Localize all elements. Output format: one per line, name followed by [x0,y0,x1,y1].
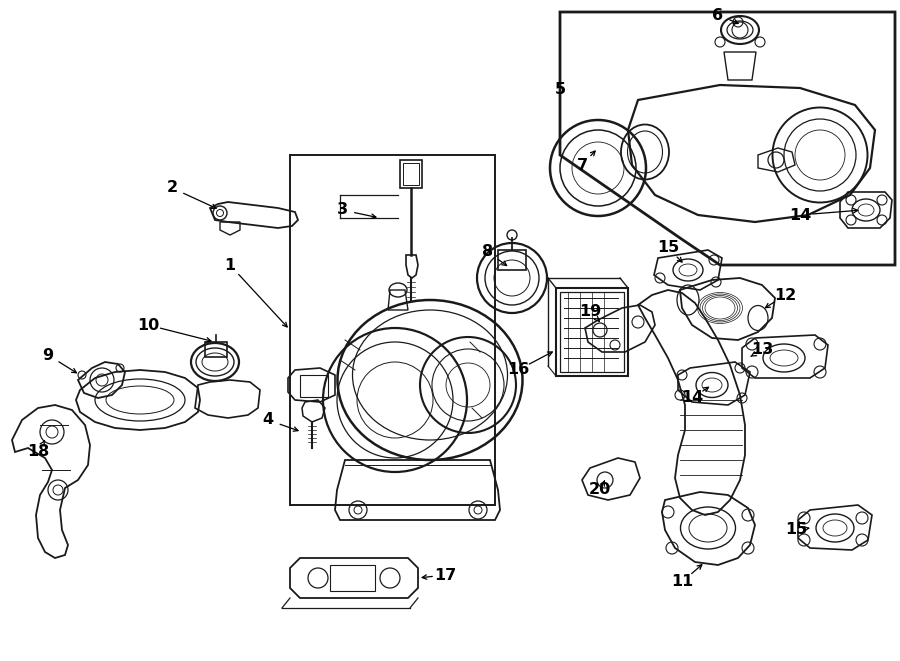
Text: 3: 3 [337,202,347,217]
Text: 6: 6 [713,7,724,22]
Text: 20: 20 [589,483,611,498]
Text: 18: 18 [27,444,50,459]
Bar [290,155,495,505]
Text: 12: 12 [774,288,796,303]
Text: 15: 15 [657,241,680,256]
Bar [205,342,227,357]
Text: 1: 1 [224,258,236,272]
Text: 10: 10 [137,317,159,332]
Text: 9: 9 [42,348,54,362]
Bar [330,565,375,591]
Text: 14: 14 [789,208,811,223]
Bar [556,288,628,376]
Text: 5: 5 [554,83,565,98]
Bar [400,160,422,188]
Bar [560,292,624,372]
Text: 14: 14 [681,391,703,405]
Text: 15: 15 [785,522,807,537]
Text: 7: 7 [576,157,588,173]
Bar [498,250,526,270]
Text: 17: 17 [434,568,456,582]
Text: 16: 16 [507,362,529,377]
Text: 2: 2 [166,180,177,196]
Text: 11: 11 [670,574,693,590]
Bar [403,163,419,185]
Text: 8: 8 [482,245,493,260]
Text: 13: 13 [751,342,773,358]
Text: 19: 19 [579,305,601,319]
Text: 4: 4 [263,412,274,428]
Bar [300,375,328,397]
